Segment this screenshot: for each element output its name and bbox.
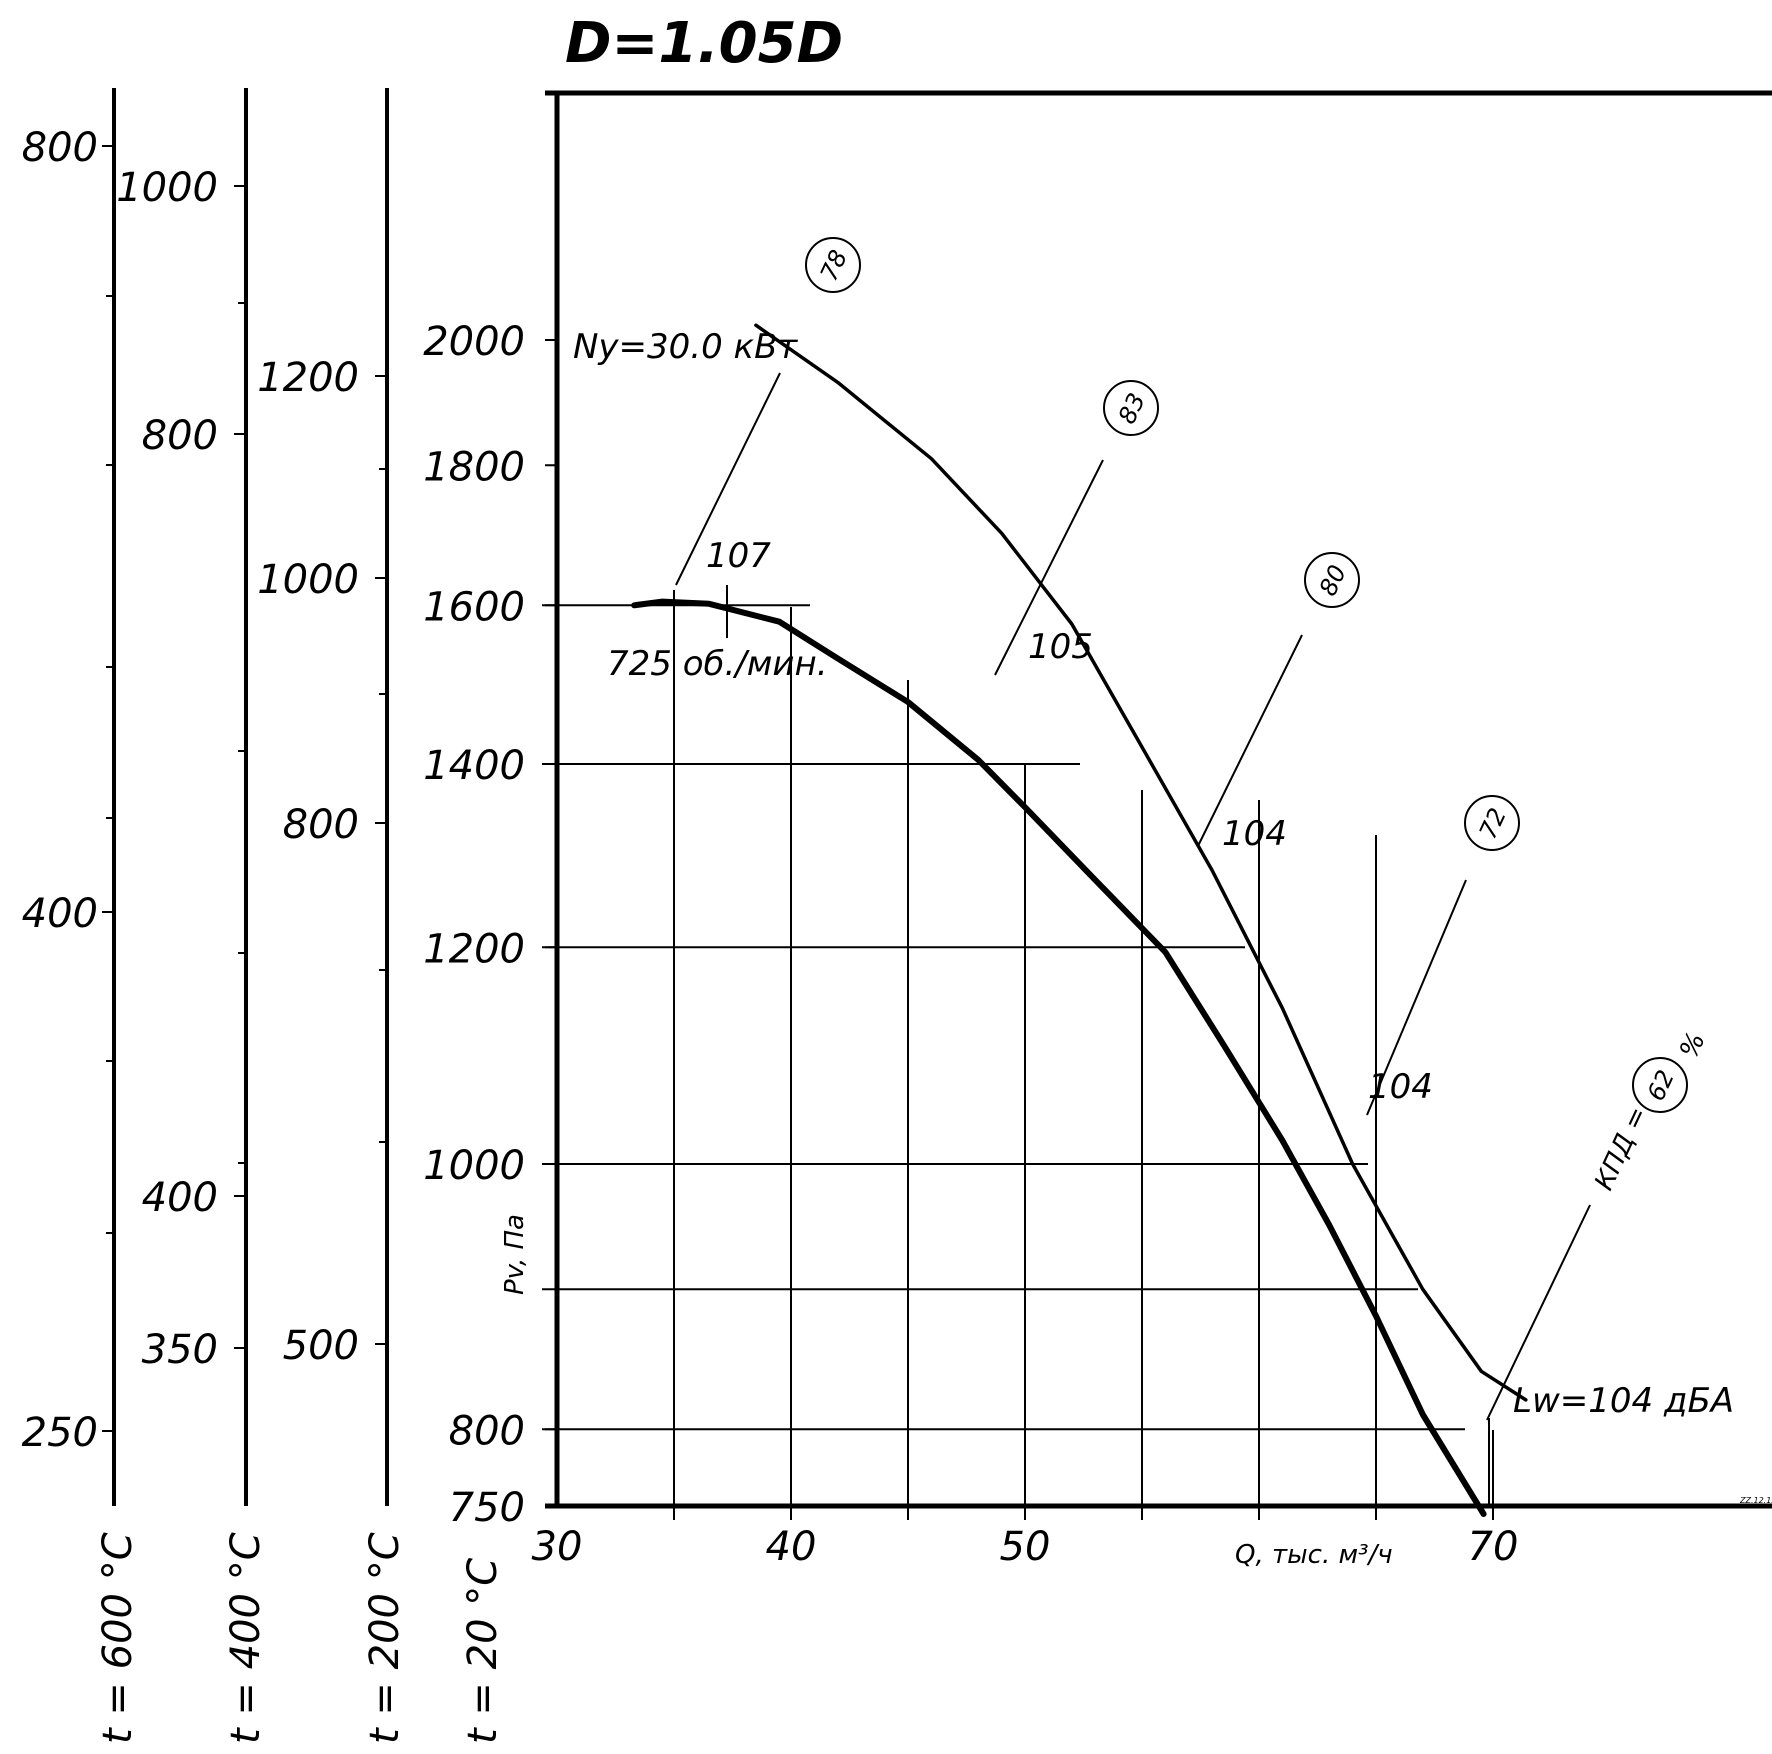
power-annotation: Ny=30.0 кВт	[573, 327, 798, 367]
temperature-tick-label: 1000	[257, 557, 359, 603]
x-tick-label: 40	[766, 1524, 817, 1570]
temperature-scale-label: t = 200 °C	[362, 1532, 408, 1744]
y-tick-label: 1800	[423, 444, 525, 490]
temperature-tick-label: 250	[22, 1410, 98, 1456]
y-tick-label: 1400	[423, 743, 525, 789]
temperature-tick-label: 1000	[116, 165, 218, 211]
corner-code: ZZ.12.12	[1739, 1496, 1772, 1505]
x-tick-label: 30	[532, 1524, 583, 1570]
x-tick-label: 50	[1000, 1524, 1051, 1570]
temperature-tick-label: 800	[283, 802, 359, 848]
temperature-tick-label: 400	[22, 891, 98, 937]
efficiency-circle	[1304, 552, 1360, 608]
sound-level-annotation: Lw=104 дБА	[1513, 1381, 1734, 1421]
chart-title: D=1.05D	[565, 11, 843, 76]
efficiency-unit: %	[1674, 1028, 1712, 1063]
y-tick-label: 800	[449, 1408, 525, 1454]
temperature-scale-label: t = 600 °C	[95, 1532, 141, 1744]
y-tick-label: 1000	[423, 1143, 525, 1189]
y-tick-label: 750	[449, 1485, 525, 1531]
efficiency-leader-line	[1366, 879, 1467, 1116]
efficiency-leader-line	[1197, 634, 1303, 847]
y-tick-label: 1200	[423, 926, 525, 972]
y-axis-label: Pv, Па	[500, 1214, 530, 1295]
x-axis-label: Q, тыс. м³/ч	[1235, 1540, 1393, 1570]
efficiency-leader-line	[994, 459, 1104, 676]
temperature-tick-label: 350	[142, 1327, 218, 1373]
y-tick-label: 1600	[423, 584, 525, 630]
plot-area	[542, 90, 1772, 1520]
temperature-tick-label: 1200	[257, 355, 359, 401]
sound-level-value: 104	[1368, 1067, 1433, 1107]
efficiency-circle	[1464, 795, 1520, 851]
sound-level-value: 107	[706, 536, 771, 576]
efficiency-circle	[805, 237, 861, 293]
efficiency-leader-line	[675, 372, 781, 586]
efficiency-prefix: КПД =	[1589, 1102, 1654, 1195]
efficiency-circle	[1632, 1057, 1688, 1113]
chart-labels: D=1.05D 750 800 1000 1200 1400 1600 1800 2000 30 4…	[423, 11, 1772, 1570]
efficiency-circle	[1103, 380, 1159, 436]
temperature-tick-label: 800	[142, 413, 218, 459]
temperature-tick-label: 500	[283, 1323, 359, 1369]
temperature-scales: 800 400 250 t = 600 °C 1000 800 400 350 t = 400 …	[22, 88, 506, 1744]
pressure-curve-upper	[754, 323, 1528, 1402]
sound-level-value: 105	[1028, 627, 1093, 667]
y-tick-label: 2000	[423, 319, 525, 365]
temperature-tick-label: 800	[22, 125, 98, 171]
x-tick-label: 70	[1468, 1524, 1519, 1570]
temperature-scale-label: t = 20 °C	[460, 1558, 506, 1744]
temperature-tick-label: 400	[142, 1175, 218, 1221]
temperature-scale-label: t = 400 °C	[223, 1532, 269, 1744]
sound-level-value: 104	[1222, 814, 1287, 854]
speed-annotation: 725 об./мин.	[607, 644, 828, 684]
pressure-curve-lower	[631, 598, 1487, 1517]
efficiency-leader-line	[1486, 1204, 1591, 1421]
